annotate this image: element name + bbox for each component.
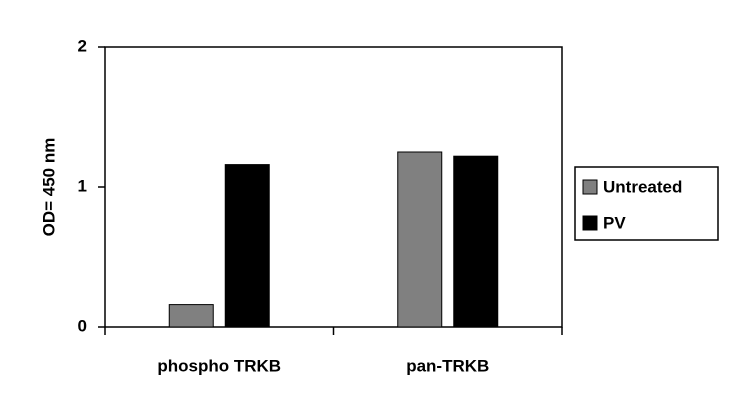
- bar: [397, 151, 443, 328]
- y-tick-label: 2: [78, 36, 87, 55]
- bar: [224, 164, 270, 328]
- y-tick-label: 0: [78, 316, 87, 335]
- x-tick-label: pan-TRKB: [406, 356, 489, 375]
- bar: [168, 304, 214, 328]
- y-axis-label: OD= 450 nm: [39, 138, 58, 237]
- legend-swatch: [582, 179, 598, 195]
- legend-swatch: [582, 215, 598, 231]
- y-tick-label: 1: [78, 176, 87, 195]
- bar: [453, 155, 499, 328]
- x-tick-label: phospho TRKB: [157, 356, 281, 375]
- legend-label: Untreated: [603, 177, 682, 196]
- legend-box: [574, 166, 719, 241]
- legend-label: PV: [603, 213, 626, 232]
